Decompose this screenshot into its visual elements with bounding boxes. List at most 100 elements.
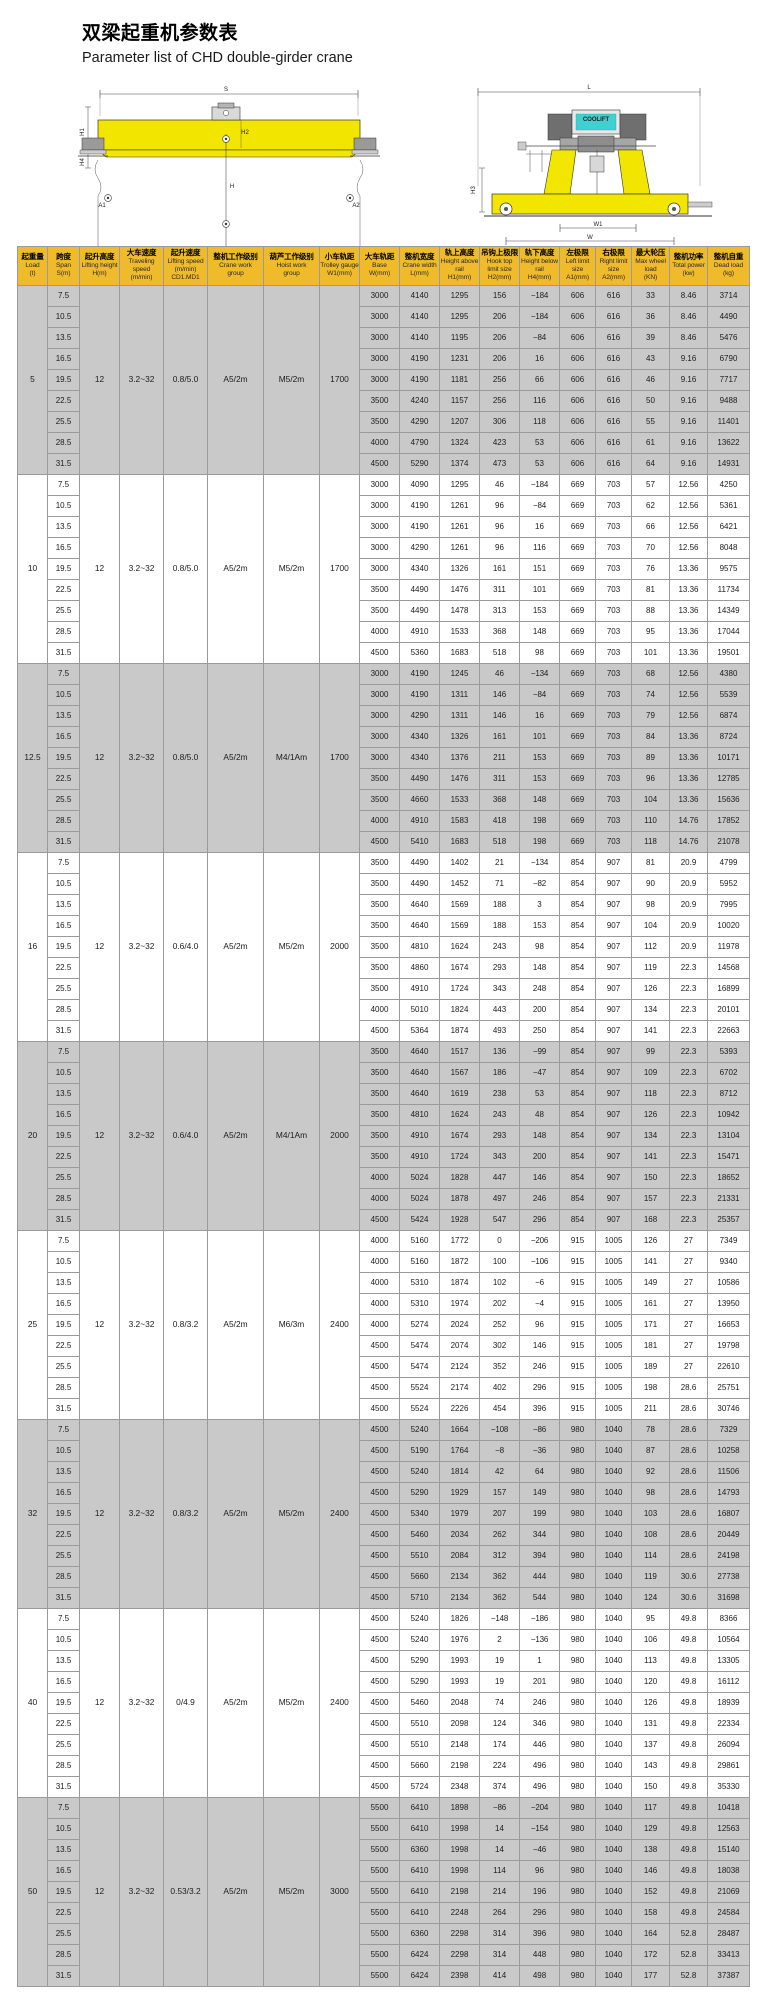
cell-base: 4500 <box>359 1355 400 1378</box>
table-row: 28.5 4500 5524 2174 402 296 915 1005 198 28.6 2575… <box>18 1376 750 1399</box>
cell-height-above-rail: 2174 <box>439 1376 480 1399</box>
cell-dead-load: 22610 <box>707 1355 750 1378</box>
cell-span: 19.5 <box>47 746 80 769</box>
cell-base: 3000 <box>359 557 400 580</box>
cell-total-power: 8.46 <box>669 284 708 307</box>
cell-dead-load: 13305 <box>707 1649 750 1672</box>
cell-hoist-work-group: M5/2m <box>263 1607 320 1798</box>
svg-text:H3: H3 <box>471 185 477 193</box>
cell-span: 28.5 <box>47 1187 80 1210</box>
cell-hoist-work-group: M4/1Am <box>263 662 320 853</box>
cell-span: 16.5 <box>47 914 80 937</box>
cell-crane-work-group: A5/2m <box>207 473 264 664</box>
cell-crane-width: 5460 <box>399 1691 440 1714</box>
cell-height-below-rail: 200 <box>519 998 560 1021</box>
cell-crane-width: 5410 <box>399 830 440 853</box>
cell-base: 4500 <box>359 1523 400 1546</box>
cell-total-power: 27 <box>669 1355 708 1378</box>
column-header-en: Left limit <box>565 258 590 266</box>
column-header-en-2: size <box>571 266 584 274</box>
svg-text:COOLIFT: COOLIFT <box>583 117 610 123</box>
cell-span: 10.5 <box>47 1817 80 1840</box>
cell-height-above-rail: 2248 <box>439 1901 480 1924</box>
table-row: 10.5 5500 6410 1998 14 −154 980 1040 129 49.8 1256… <box>18 1817 750 1840</box>
title-block: 双梁起重机参数表 Parameter list of CHD double-gi… <box>0 0 766 68</box>
column-header-unit: (t) <box>29 270 36 277</box>
cell-dead-load: 9575 <box>707 557 750 580</box>
cell-height-above-rail: 1567 <box>439 1061 480 1084</box>
cell-total-power: 9.16 <box>669 410 708 433</box>
cell-height-below-rail: 53 <box>519 452 560 475</box>
table-row: 22.5 3500 4490 1476 311 153 669 703 96 13.36 12785 <box>18 767 750 790</box>
cell-left-limit: 980 <box>559 1712 596 1735</box>
cell-crane-width: 6424 <box>399 1943 440 1966</box>
cell-total-power: 20.9 <box>669 893 708 916</box>
cell-traveling-speed: 3.2~32 <box>119 662 164 853</box>
column-header-cn: 整机功率 <box>673 252 704 262</box>
cell-load: 32 <box>17 1418 48 1609</box>
table-row: 19.5 4000 5274 2024 252 96 915 1005 171 27 16653 <box>18 1313 750 1336</box>
cell-right-limit: 1040 <box>595 1439 632 1462</box>
column-header-unit: H4(mm) <box>527 273 552 281</box>
cell-dead-load: 4250 <box>707 473 750 496</box>
cell-trolley-gauge: 2000 <box>319 1040 360 1231</box>
cell-span: 10.5 <box>47 872 80 895</box>
table-row: 13.5 3500 4640 1569 188 3 854 907 98 20.9 7995 <box>18 893 750 916</box>
cell-max-wheel-load: 141 <box>631 1019 670 1042</box>
cell-right-limit: 703 <box>595 620 632 643</box>
page-title-en: Parameter list of CHD double-girder cran… <box>82 49 353 66</box>
cell-right-limit: 1040 <box>595 1817 632 1840</box>
cell-hook-top-limit: 293 <box>479 956 520 979</box>
table-row: 28.5 4000 4790 1324 423 53 606 616 61 9.16 13622 <box>18 431 750 454</box>
cell-span: 22.5 <box>47 1523 80 1546</box>
cell-height-above-rail: 1452 <box>439 872 480 895</box>
cell-span: 7.5 <box>47 1607 80 1630</box>
column-header-cn: 轨下高度 <box>524 248 555 258</box>
cell-dead-load: 12563 <box>707 1817 750 1840</box>
cell-height-below-rail: 246 <box>519 1355 560 1378</box>
table-row: 31.5 4500 5424 1928 547 296 854 907 168 22.3 25357 <box>18 1208 750 1231</box>
cell-span: 28.5 <box>47 998 80 1021</box>
cell-right-limit: 703 <box>595 599 632 622</box>
cell-base: 4000 <box>359 1187 400 1210</box>
cell-right-limit: 616 <box>595 347 632 370</box>
cell-right-limit: 703 <box>595 788 632 811</box>
column-header-cn: 整机宽度 <box>404 252 435 262</box>
cell-lifting-height: 12 <box>79 1229 120 1420</box>
cell-dead-load: 4799 <box>707 851 750 874</box>
cell-lifting-speed: 0.8/5.0 <box>163 473 208 664</box>
column-header-cn: 小车轨距 <box>324 252 355 262</box>
cell-dead-load: 8366 <box>707 1607 750 1630</box>
cell-right-limit: 703 <box>595 725 632 748</box>
cell-max-wheel-load: 150 <box>631 1166 670 1189</box>
cell-left-limit: 980 <box>559 1859 596 1882</box>
cell-height-above-rail: 1624 <box>439 935 480 958</box>
cell-height-above-rail: 1874 <box>439 1271 480 1294</box>
cell-hook-top-limit: 46 <box>479 473 520 496</box>
cell-height-above-rail: 1478 <box>439 599 480 622</box>
cell-crane-width: 4240 <box>399 389 440 412</box>
cell-span: 19.5 <box>47 368 80 391</box>
cell-height-above-rail: 1311 <box>439 704 480 727</box>
cell-total-power: 30.6 <box>669 1565 708 1588</box>
cell-height-above-rail: 2134 <box>439 1565 480 1588</box>
cell-max-wheel-load: 39 <box>631 326 670 349</box>
cell-hook-top-limit: 447 <box>479 1166 520 1189</box>
column-header-unit-1: CD1.MD1 <box>171 273 200 281</box>
cell-hook-top-limit: −8 <box>479 1439 520 1462</box>
column-header-en: Hoist work <box>276 262 307 270</box>
cell-load: 16 <box>17 851 48 1042</box>
table-row: 10.5 4500 5190 1764 −8 −36 980 1040 87 28.6 10258 <box>18 1439 750 1462</box>
cell-height-above-rail: 1157 <box>439 389 480 412</box>
cell-base: 4500 <box>359 1670 400 1693</box>
cell-total-power: 27 <box>669 1334 708 1357</box>
cell-hook-top-limit: 124 <box>479 1712 520 1735</box>
cell-traveling-speed: 3.2~32 <box>119 851 164 1042</box>
table-row: 13.5 3000 4190 1261 96 16 669 703 66 12.56 6421 <box>18 515 750 538</box>
cell-max-wheel-load: 120 <box>631 1670 670 1693</box>
cell-right-limit: 616 <box>595 431 632 454</box>
cell-dead-load: 14568 <box>707 956 750 979</box>
cell-trolley-gauge: 2400 <box>319 1418 360 1609</box>
cell-hook-top-limit: 74 <box>479 1691 520 1714</box>
cell-height-above-rail: 2074 <box>439 1334 480 1357</box>
